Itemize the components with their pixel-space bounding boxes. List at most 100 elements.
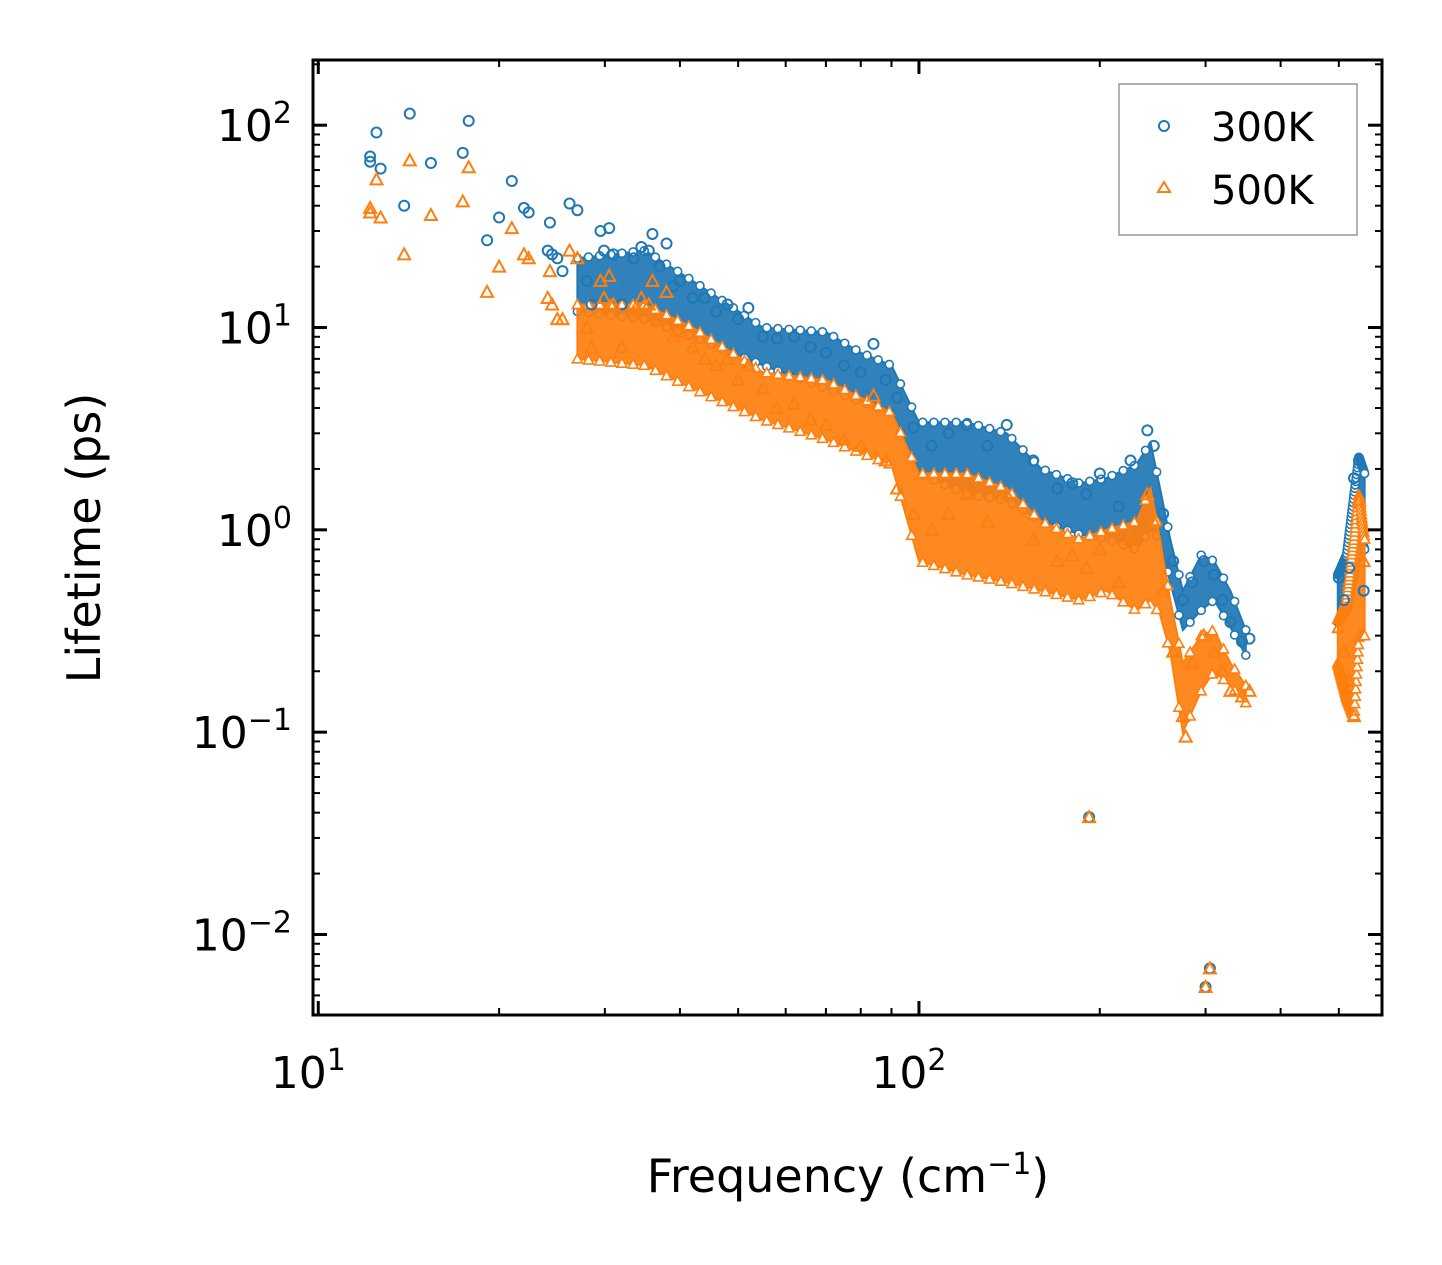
point-300k: [580, 274, 593, 287]
point-500k: [697, 350, 713, 365]
point-500k: [372, 209, 389, 224]
point-500k: [672, 323, 688, 339]
band-edge-point: [927, 558, 941, 571]
band-edge-point: [938, 561, 952, 574]
point-300k: [673, 274, 686, 287]
band-edge-point: [816, 372, 829, 385]
point-500k: [1346, 708, 1362, 723]
point-500k: [853, 437, 869, 452]
band-edge-point: [773, 323, 783, 334]
point-300k: [1000, 418, 1013, 431]
point-500k: [1078, 559, 1095, 574]
band-edge-point: [1072, 593, 1086, 605]
legend-box: [1118, 83, 1358, 236]
band-edge-point: [749, 409, 762, 422]
point-500k: [614, 339, 630, 354]
point-300k: [1051, 482, 1064, 495]
band-edge-point: [672, 266, 683, 277]
point-300k: [1112, 500, 1125, 513]
band-edge-point: [682, 379, 696, 392]
band-edge-point: [1348, 696, 1362, 709]
point-300k: [522, 206, 535, 219]
point-300k: [1332, 571, 1345, 584]
band-edge-point: [1229, 630, 1240, 640]
band-edge-point: [1027, 507, 1041, 520]
band-edge-point: [582, 353, 595, 365]
point-500k: [455, 193, 471, 208]
band-edge-point: [960, 568, 974, 580]
band-edge-point: [615, 356, 629, 368]
band-edge-point: [1183, 645, 1197, 657]
scatter-points: [362, 107, 1372, 994]
band-edge-point: [927, 466, 941, 479]
band-edge-point: [827, 377, 840, 389]
point-500k: [644, 272, 661, 287]
point-300k: [660, 237, 673, 250]
band-edge-point: [929, 417, 939, 428]
point-300k: [756, 330, 769, 343]
band-edge-point: [1118, 465, 1129, 476]
band-edge-point: [1205, 667, 1219, 679]
band-edge-point: [1038, 584, 1052, 597]
point-300k: [642, 244, 655, 257]
band-edge-point: [1140, 445, 1151, 456]
band-edge-point: [1083, 528, 1097, 541]
point-300k: [1147, 439, 1160, 452]
point-300k: [686, 291, 699, 304]
point-500k: [579, 319, 595, 334]
point-300k: [563, 197, 576, 210]
point-300k: [627, 252, 640, 265]
point-500k: [540, 289, 556, 304]
y-axis-label: Lifetime (ps): [57, 393, 111, 684]
band-edge-point: [906, 402, 917, 412]
band-edge-point: [1040, 465, 1051, 476]
point-300k: [854, 366, 867, 379]
band-edge-point: [1027, 582, 1041, 594]
band-edge-point: [1128, 515, 1141, 527]
band-edge-point: [994, 574, 1008, 587]
point-300k: [981, 439, 994, 452]
band-edge-point: [771, 367, 785, 380]
point-500k: [641, 296, 657, 311]
band-edge-point: [917, 417, 928, 428]
band-edge-point: [1207, 596, 1218, 607]
point-500k: [658, 283, 675, 298]
point-500k: [877, 452, 894, 467]
band-edge-point: [973, 420, 984, 431]
point-300k: [1343, 561, 1356, 574]
point-500k: [520, 250, 537, 265]
band-edge-point: [1018, 445, 1028, 455]
band-edge-point: [1085, 476, 1095, 487]
point-500k: [1356, 553, 1372, 568]
band-edge-point: [760, 366, 774, 378]
band-edge-point: [604, 355, 618, 367]
band-edge-point: [860, 448, 874, 461]
point-500k: [1331, 619, 1347, 634]
point-300k: [646, 227, 659, 240]
band-edge-point: [1174, 610, 1184, 620]
band-edge-point: [916, 555, 930, 568]
band-edge-point: [1358, 628, 1371, 641]
point-500k: [786, 395, 802, 410]
band-edge-point: [1185, 617, 1195, 628]
point-500k: [1222, 682, 1239, 697]
point-500k: [1197, 978, 1214, 994]
point-500k: [730, 371, 746, 387]
point-300k: [891, 391, 904, 404]
band-edge-point: [682, 318, 696, 331]
point-300k: [481, 234, 494, 247]
point-500k: [889, 480, 905, 495]
band-edge-point: [938, 466, 952, 479]
point-300k: [1236, 635, 1249, 648]
band-edge-point: [884, 359, 895, 370]
point-300k: [1216, 594, 1229, 607]
point-300k: [370, 126, 383, 139]
x-axis-label: Frequency (cm−1): [647, 1147, 1050, 1203]
point-500k: [1175, 708, 1191, 723]
point-300k: [1176, 594, 1189, 607]
band-edge-point: [972, 471, 985, 483]
point-500k: [999, 486, 1015, 501]
band-edge-point: [1061, 526, 1074, 539]
point-500k: [561, 242, 578, 257]
band-edge-point: [704, 332, 718, 345]
